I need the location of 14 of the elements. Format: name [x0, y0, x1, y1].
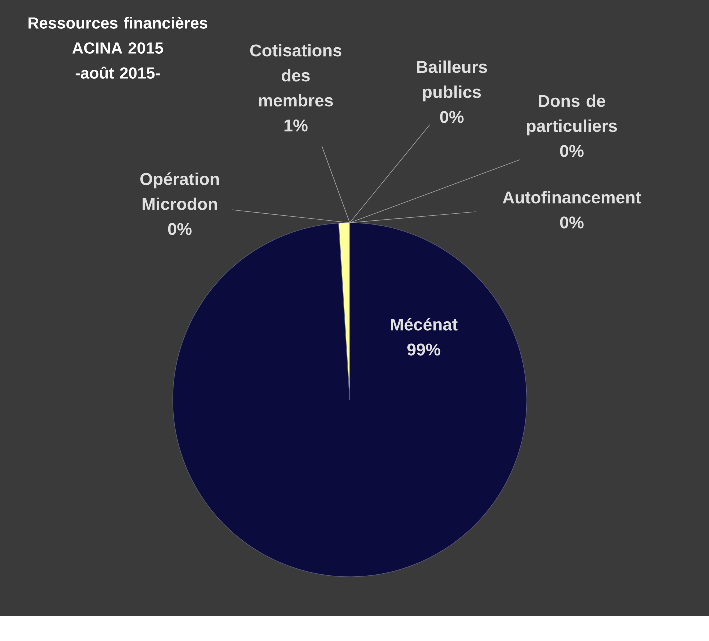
category-label: Dons de particuliers: [527, 94, 618, 136]
slice-label: Mécénat: [391, 318, 458, 331]
chart-title: Ressources financières ACINA 2015: [28, 17, 208, 54]
category-label: Bailleurs publics: [417, 60, 488, 102]
text: 0%: [560, 145, 584, 158]
category-label: Autofinancement: [503, 191, 642, 204]
text: 0%: [168, 223, 192, 236]
text: 0%: [440, 111, 464, 124]
category-label: Opération Microdon: [140, 172, 220, 210]
slice-label: Cotisations des membres: [250, 44, 342, 107]
text: 0%: [560, 216, 584, 229]
data-label: 1%: [284, 120, 308, 132]
data-label: 99%: [408, 344, 441, 356]
text: -août 2015-: [76, 66, 160, 79]
